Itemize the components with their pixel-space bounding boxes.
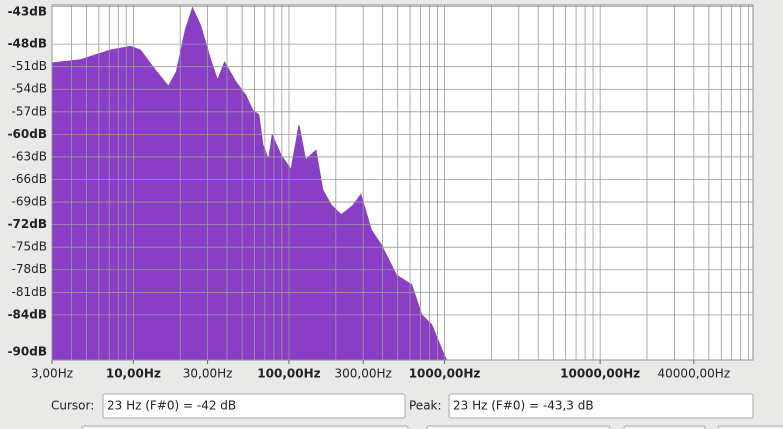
y-tick-label: -63dB [12, 149, 47, 163]
x-tick-label: 100,00Hz [257, 367, 320, 381]
cursor-value: 23 Hz (F#0) = -42 dB [107, 399, 236, 413]
y-tick-label: -72dB [8, 217, 47, 231]
y-tick-label: -66dB [12, 172, 47, 186]
peak-label: Peak: [409, 399, 442, 413]
x-tick-label: 10000,00Hz [560, 367, 640, 381]
x-tick-label: 1000,00Hz [409, 367, 481, 381]
x-tick-label: 30,00Hz [183, 367, 233, 381]
peak-value: 23 Hz (F#0) = -43,3 dB [453, 399, 594, 413]
y-tick-label: -81dB [12, 285, 47, 299]
y-tick-label: -60dB [8, 127, 47, 141]
x-tick-label: 10,00Hz [106, 367, 161, 381]
y-tick-label: -54dB [12, 82, 47, 96]
control[interactable] [81, 425, 409, 429]
button[interactable] [623, 425, 706, 429]
x-tick-label: 3,00Hz [31, 367, 73, 381]
button[interactable] [717, 425, 783, 429]
y-tick-label: -75dB [12, 240, 47, 254]
peak-field[interactable] [448, 393, 754, 419]
spectrum-area [51, 6, 448, 361]
plot [51, 5, 753, 361]
x-tick-label: 40000,00Hz [658, 367, 731, 381]
y-tick-label: -43dB [8, 5, 47, 19]
y-tick-label: -69dB [12, 195, 47, 209]
x-tick-label: 300,00Hz [335, 367, 392, 381]
y-tick-label: -51dB [12, 59, 47, 73]
y-tick-label: -78dB [12, 262, 47, 276]
y-tick-label: -84dB [8, 307, 47, 321]
y-tick-label: -90dB [8, 345, 47, 359]
control[interactable] [426, 425, 611, 429]
y-tick-label: -48dB [8, 37, 47, 51]
y-tick-label: -57dB [12, 104, 47, 118]
cursor-label: Cursor: [51, 399, 94, 413]
cursor-field[interactable] [102, 393, 406, 419]
